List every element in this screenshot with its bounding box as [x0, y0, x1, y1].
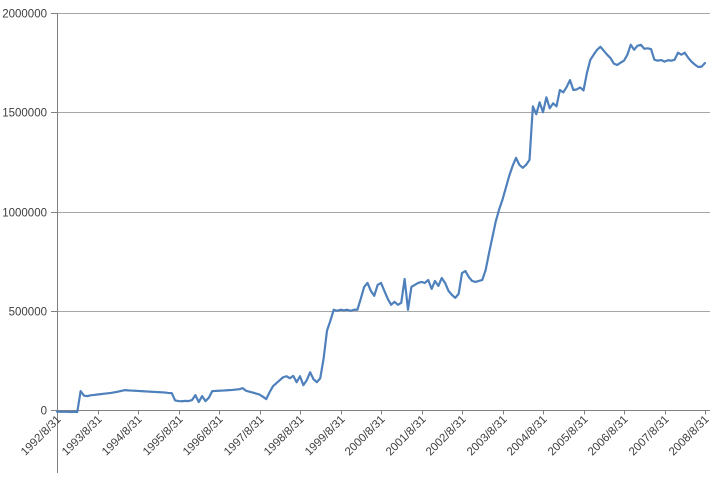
x-axis-tick-label: 2007/8/31	[627, 414, 672, 459]
x-axis-tick-label: 1993/8/31	[60, 414, 105, 459]
x-axis-tick-label: 2000/8/31	[343, 414, 388, 459]
x-axis-tick-label: 1996/8/31	[181, 414, 226, 459]
y-axis-tick-label: 2000000	[2, 9, 47, 21]
y-axis-tick-label: 1000000	[2, 208, 47, 220]
x-axis-tick-label: 2002/8/31	[424, 414, 469, 459]
x-axis-tick-label: 1995/8/31	[141, 414, 186, 459]
series-line	[55, 43, 707, 414]
x-axis-tick-label: 2005/8/31	[546, 414, 591, 459]
y-axis-tick-label: 500000	[9, 307, 47, 319]
x-axis-tick-label: 1997/8/31	[222, 414, 267, 459]
x-axis-tick-label: 1998/8/31	[262, 414, 307, 459]
x-axis-tick-label: 2001/8/31	[384, 414, 429, 459]
x-axis-tick-label: 1999/8/31	[303, 414, 348, 459]
x-axis-tick-label: 2004/8/31	[505, 414, 550, 459]
y-axis-tick-label: 0	[41, 406, 47, 418]
y-axis-tick-label: 1500000	[2, 108, 47, 120]
x-axis-tick-label: 2008/8/31	[667, 414, 712, 459]
x-axis-tick-label: 2006/8/31	[586, 414, 631, 459]
x-axis-tick-label: 1994/8/31	[100, 414, 145, 459]
x-axis-tick-label: 2003/8/31	[465, 414, 510, 459]
x-axis-tick-label: 1992/8/31	[19, 414, 64, 459]
